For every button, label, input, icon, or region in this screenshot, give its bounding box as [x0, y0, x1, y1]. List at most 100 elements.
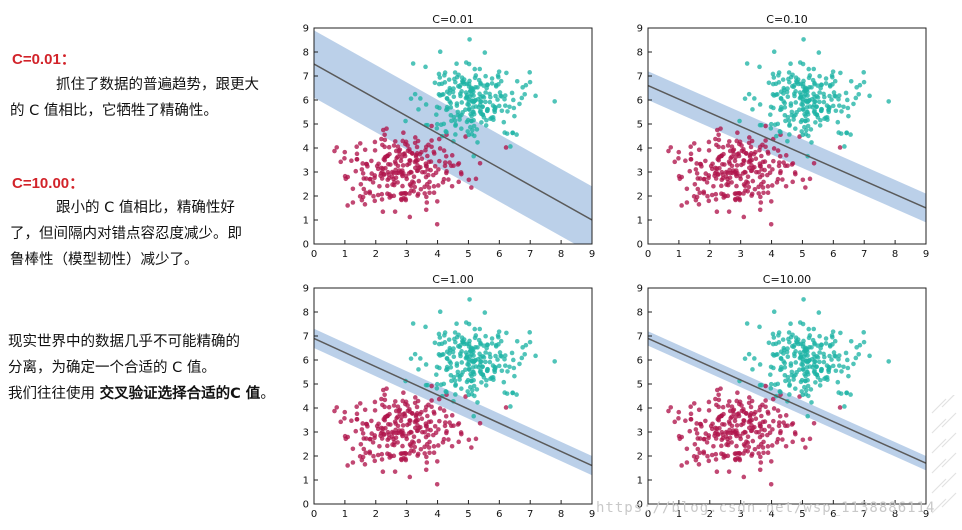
- point-class-red: [334, 145, 340, 150]
- point-class-red: [402, 411, 407, 416]
- plot-frame: [313, 27, 593, 245]
- x-tick-label: 9: [589, 249, 595, 260]
- point-class-red: [769, 443, 775, 448]
- point-class-red: [727, 175, 733, 181]
- point-class-red: [758, 454, 763, 460]
- x-tick-label: 1: [342, 509, 348, 520]
- point-class-red: [756, 191, 761, 196]
- point-class-red: [441, 176, 447, 182]
- point-class-red: [434, 459, 440, 464]
- point-class-teal: [509, 350, 515, 356]
- point-class-red: [415, 423, 420, 428]
- c-10-line-2: 了，但间隔内对错点容忍度减少。即: [10, 226, 242, 242]
- point-class-red: [380, 387, 386, 393]
- point-class-red: [733, 155, 738, 160]
- point-class-teal: [778, 390, 783, 395]
- c-10-line-3: 鲁棒性（模型韧性）减少了。: [10, 252, 199, 268]
- point-class-red: [800, 177, 806, 183]
- point-class-teal: [475, 400, 480, 405]
- point-class-teal: [786, 70, 792, 75]
- point-class-red: [723, 434, 729, 439]
- point-class-red: [400, 398, 406, 404]
- point-class-red: [694, 161, 699, 166]
- point-class-teal: [791, 84, 796, 90]
- point-class-red: [422, 451, 427, 456]
- point-class-teal: [838, 391, 844, 396]
- point-class-red: [407, 474, 413, 480]
- point-class-red: [422, 444, 427, 450]
- point-class-red: [725, 193, 731, 199]
- point-class-red: [726, 399, 732, 404]
- point-class-teal: [437, 75, 443, 80]
- x-tick-label: 2: [373, 249, 379, 260]
- point-class-red: [714, 469, 720, 475]
- point-class-teal: [466, 362, 472, 368]
- point-class-teal: [489, 341, 495, 346]
- point-class-red: [399, 457, 404, 463]
- point-class-teal: [797, 90, 803, 95]
- point-class-teal: [836, 353, 842, 358]
- point-class-red: [688, 156, 694, 162]
- point-class-teal: [423, 382, 429, 388]
- point-class-teal: [497, 350, 503, 355]
- point-class-red: [749, 423, 754, 428]
- real-line-3-prefix: 我们往往使用: [8, 386, 100, 402]
- x-tick-label: 1: [676, 249, 682, 260]
- point-class-teal: [787, 79, 792, 85]
- point-class-red: [768, 221, 774, 227]
- point-class-red: [401, 191, 407, 196]
- point-class-teal: [843, 90, 849, 96]
- point-class-teal: [482, 310, 488, 315]
- point-class-red: [714, 142, 719, 148]
- point-class-red: [837, 145, 843, 150]
- point-class-red: [423, 174, 429, 180]
- point-class-teal: [811, 109, 817, 115]
- point-class-red: [720, 404, 726, 410]
- point-class-teal: [463, 350, 469, 355]
- y-tick-label: 6: [303, 96, 309, 107]
- point-class-red: [436, 136, 442, 142]
- point-class-teal: [439, 341, 445, 347]
- point-class-teal: [477, 66, 483, 72]
- point-class-teal: [437, 353, 443, 358]
- point-class-red: [391, 193, 397, 199]
- point-class-teal: [448, 105, 454, 110]
- point-class-red: [676, 409, 682, 415]
- point-class-red: [781, 160, 786, 165]
- point-class-teal: [457, 113, 463, 119]
- x-tick-label: 5: [799, 509, 805, 520]
- point-class-red: [723, 169, 729, 175]
- point-class-teal: [787, 123, 792, 128]
- point-class-teal: [466, 357, 472, 362]
- point-class-red: [793, 431, 798, 437]
- point-class-red: [751, 411, 757, 417]
- x-tick-label: 2: [373, 509, 379, 520]
- point-class-teal: [737, 118, 742, 124]
- decision-boundary: [648, 84, 926, 209]
- point-class-red: [708, 423, 714, 429]
- point-class-teal: [836, 96, 841, 102]
- point-class-teal: [788, 321, 793, 327]
- point-class-teal: [479, 380, 484, 385]
- point-class-red: [803, 445, 808, 450]
- y-tick-label: 0: [637, 240, 643, 251]
- point-class-teal: [495, 357, 500, 362]
- point-class-red: [425, 413, 430, 419]
- point-class-red: [411, 448, 417, 454]
- point-class-teal: [854, 85, 859, 90]
- point-class-red: [688, 144, 693, 150]
- point-class-red: [783, 443, 789, 449]
- point-class-red: [395, 404, 401, 409]
- point-class-red: [357, 454, 363, 459]
- point-class-red: [442, 163, 448, 169]
- point-class-red: [413, 414, 419, 419]
- plot-title: C=0.10: [766, 13, 807, 26]
- point-class-teal: [533, 353, 538, 359]
- point-class-red: [811, 160, 817, 166]
- point-class-red: [701, 449, 706, 455]
- point-class-red: [719, 443, 724, 449]
- x-tick-label: 6: [830, 509, 836, 520]
- point-class-red: [719, 177, 725, 183]
- point-class-teal: [785, 354, 791, 359]
- point-class-teal: [485, 367, 490, 372]
